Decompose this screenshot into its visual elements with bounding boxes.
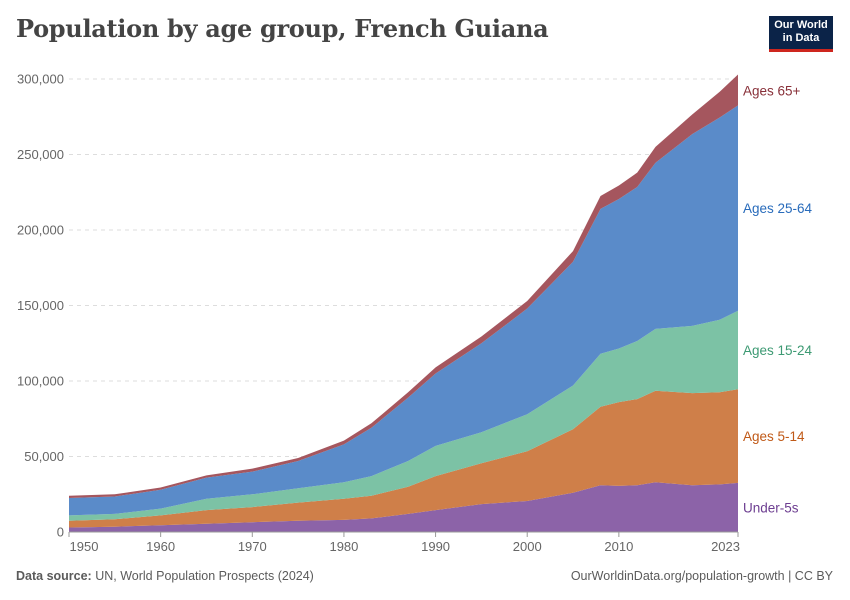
series-labels: Under-5s Ages 5-14 Ages 15-24 Ages 25-64 Age…: [743, 83, 813, 515]
x-tick-label: 1950: [70, 539, 99, 554]
x-tick-label: 1980: [329, 539, 358, 554]
y-tick-label: 0: [57, 525, 64, 540]
x-tick-label: 1960: [146, 539, 175, 554]
logo-line-2: in Data: [782, 32, 820, 44]
area-layers: [69, 74, 738, 532]
y-tick-label: 250,000: [17, 147, 64, 162]
source-text: UN, World Population Prospects (2024): [95, 569, 314, 583]
x-tick-label: 2023: [711, 539, 740, 554]
source-url-link[interactable]: OurWorldinData.org/population-growth | C…: [570, 569, 833, 583]
chart-title: Population by age group, French Guiana: [16, 14, 549, 43]
area-ages-5-14: [69, 389, 738, 528]
series-label: Ages 5-14: [743, 429, 805, 444]
series-label: Under-5s: [743, 500, 799, 515]
y-axis: 0 50,000 100,000 150,000 200,000 250,000 300,0…: [17, 72, 64, 540]
source-label: Data source:: [16, 569, 92, 583]
data-source: Data source: UN, World Population Prospe…: [16, 569, 314, 583]
area-ages-25-64: [69, 105, 738, 516]
area-under-5s: [69, 482, 738, 532]
y-tick-label: 150,000: [17, 298, 64, 313]
series-label: Ages 65+: [743, 83, 801, 98]
series-label: Ages 15-24: [743, 343, 813, 358]
y-tick-label: 100,000: [17, 374, 64, 389]
series-label: Ages 25-64: [743, 201, 813, 216]
logo-line-1: Our World: [774, 19, 828, 31]
x-tick-label: 1970: [238, 539, 267, 554]
x-tick-label: 1990: [421, 539, 450, 554]
x-tick-label: 2010: [604, 539, 633, 554]
y-tick-label: 200,000: [17, 223, 64, 238]
area-ages-15-24: [69, 310, 738, 521]
x-tick-label: 2000: [513, 539, 542, 554]
x-axis: 1950 1960 1970 1980 1990 2000 2010 2023: [68, 531, 740, 554]
y-tick-label: 50,000: [24, 449, 64, 464]
y-tick-label: 300,000: [17, 72, 64, 87]
owid-logo[interactable]: Our World in Data: [769, 16, 833, 52]
